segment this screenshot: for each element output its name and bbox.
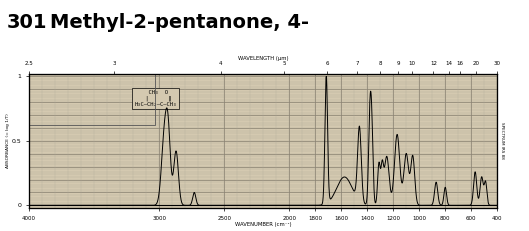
Bar — [29, 74, 156, 125]
X-axis label: WAVENUMBER (cm⁻¹): WAVENUMBER (cm⁻¹) — [235, 222, 291, 227]
X-axis label: WAVELENGTH (µm): WAVELENGTH (µm) — [238, 56, 288, 61]
Text: CH₃  O
  |      ‖
H₃C—CH₂—C—CH₃: CH₃ O | ‖ H₃C—CH₂—C—CH₃ — [134, 90, 177, 107]
Y-axis label: ABSORBANCE (= log 1/T): ABSORBANCE (= log 1/T) — [6, 113, 11, 168]
Text: 301: 301 — [6, 13, 47, 32]
Y-axis label: SPECTRUM IRS 88: SPECTRUM IRS 88 — [500, 122, 504, 159]
Text: Methyl-2-pentanone, 4-: Methyl-2-pentanone, 4- — [50, 13, 309, 32]
